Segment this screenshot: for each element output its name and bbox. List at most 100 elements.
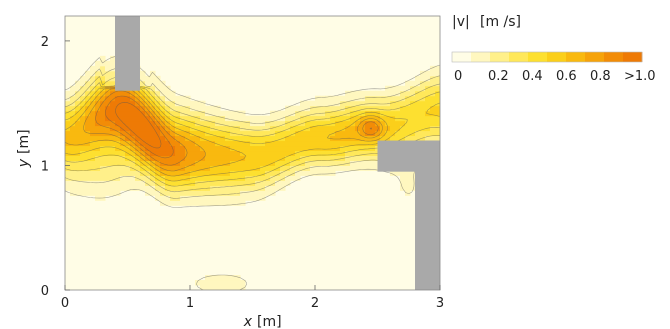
contour-cell — [385, 85, 391, 92]
contour-cell — [70, 155, 76, 161]
contour-cell — [215, 280, 221, 286]
contour-cell — [135, 90, 141, 97]
contour-cell — [200, 120, 206, 127]
contour-cell — [90, 170, 96, 176]
contour-cell — [405, 105, 411, 112]
contour-cell — [80, 100, 86, 107]
contour-cell — [175, 100, 181, 107]
contour-cell — [245, 175, 251, 181]
contour-cell — [90, 115, 96, 122]
contour-cell — [240, 110, 246, 117]
contour-cell — [180, 120, 186, 127]
contour-cell — [400, 105, 406, 112]
contour-cell — [420, 125, 426, 132]
contour-cell — [270, 155, 276, 161]
contour-cell — [325, 170, 331, 176]
contour-cell — [270, 190, 276, 196]
contour-cell — [245, 150, 251, 156]
isoline — [105, 95, 373, 159]
contour-cell — [115, 180, 121, 186]
contour-cell — [360, 130, 366, 137]
contour-cell — [290, 115, 296, 122]
contour-cell — [265, 170, 271, 176]
contour-cell — [225, 275, 231, 281]
contour-cell — [300, 130, 306, 137]
contour-cell — [425, 75, 431, 82]
colorbar-swatch — [528, 52, 548, 62]
contour-cell — [305, 135, 311, 142]
contour-cell — [415, 105, 421, 112]
contour-cell — [270, 140, 276, 147]
contour-cell — [135, 115, 141, 122]
contour-cell — [180, 125, 186, 132]
contour-cell — [140, 125, 146, 132]
contour-cell — [125, 185, 131, 191]
contour-cell — [75, 150, 81, 156]
contour-cell — [405, 90, 411, 97]
contour-cell — [235, 285, 241, 290]
contour-cell — [310, 140, 316, 147]
contour-cell — [280, 125, 286, 132]
contour-cell — [210, 165, 216, 171]
contour-cell — [425, 85, 431, 92]
contour-cell — [155, 110, 161, 117]
contour-cell — [340, 135, 346, 142]
contour-cell — [425, 135, 431, 142]
contour-cell — [170, 110, 176, 117]
contour-cell — [370, 125, 376, 132]
contour-cell — [275, 115, 281, 122]
contour-cell — [255, 115, 261, 122]
isoline — [65, 87, 388, 177]
contour-cell — [290, 150, 296, 156]
contour-cell — [190, 105, 196, 112]
contour-cell — [130, 110, 136, 117]
contour-cell — [150, 190, 156, 196]
contour-cell — [90, 175, 96, 181]
contour-cell — [370, 115, 376, 122]
contour-cell — [85, 90, 91, 97]
contour-cell — [270, 165, 276, 171]
contour-cell — [70, 180, 76, 186]
contour-cell — [290, 105, 296, 112]
contour-cell — [80, 130, 86, 137]
contour-cell — [195, 280, 201, 286]
contour-cell — [255, 125, 261, 132]
contour-cell — [155, 185, 161, 191]
contour-cell — [340, 115, 346, 122]
contour-cell — [160, 100, 166, 107]
y-axis-label: y — [16, 158, 32, 168]
contour-cell — [410, 115, 416, 122]
contour-cell — [265, 155, 271, 161]
contour-cell — [90, 120, 96, 127]
contour-cell — [295, 165, 301, 171]
contour-cell — [255, 190, 261, 196]
contour-cell — [115, 155, 121, 161]
contour-cell — [105, 65, 111, 72]
contour-cell — [110, 105, 116, 112]
contour-cell — [130, 135, 136, 142]
contour-cell — [65, 170, 71, 176]
contour-cell — [140, 115, 146, 122]
contour-cell — [100, 155, 106, 161]
contour-cell — [105, 120, 111, 127]
contour-cell — [365, 125, 371, 132]
contour-cell — [290, 170, 296, 176]
contour-cell — [365, 115, 371, 122]
contour-cell — [285, 125, 291, 132]
contour-cell — [400, 180, 406, 186]
contour-cell — [165, 145, 171, 152]
contour-cell — [135, 120, 141, 127]
contour-cell — [160, 160, 166, 166]
contour-cell — [195, 140, 201, 147]
contour-cell — [280, 130, 286, 137]
contour-cell — [300, 115, 306, 122]
contour-cell — [235, 150, 241, 156]
contour-cell — [85, 170, 91, 176]
contour-cell — [110, 55, 116, 62]
contour-cell — [335, 135, 341, 142]
contour-cell — [140, 145, 146, 152]
contour-cell — [210, 195, 216, 201]
contour-cell — [230, 195, 236, 201]
contour-cell — [410, 120, 416, 127]
contour-cell — [185, 145, 191, 152]
